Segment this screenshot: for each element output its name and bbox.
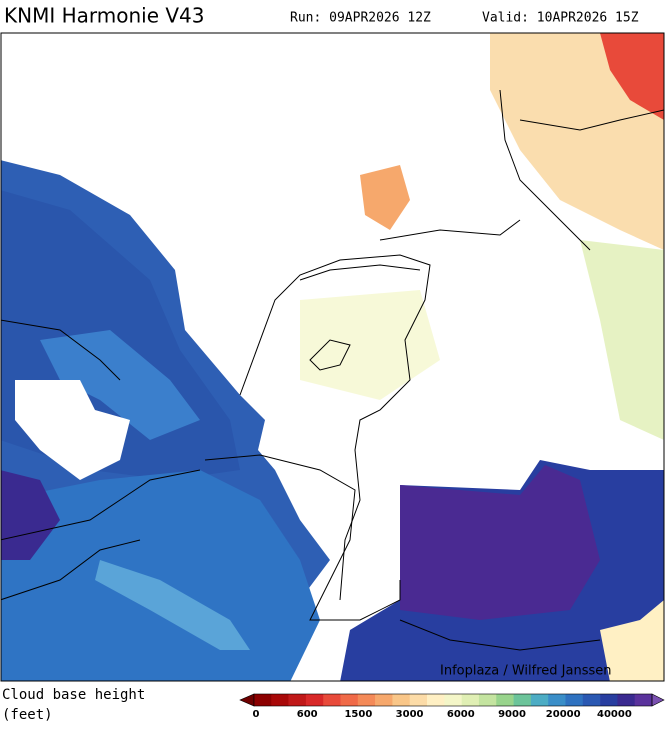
- cloud-region: [1, 470, 320, 681]
- legend-label: Cloud base height: [2, 687, 145, 703]
- colorbar-cell: [375, 694, 393, 706]
- credit: Infoplaza / Wilfred Janssen: [440, 664, 612, 679]
- colorbar-cell: [427, 694, 445, 706]
- title: KNMI Harmonie V43: [4, 4, 205, 28]
- colorbar-cell: [513, 694, 532, 706]
- colorbar-tick-label: 0: [253, 709, 260, 720]
- colorbar-tick-label: 40000: [597, 709, 632, 720]
- colorbar-cell: [392, 694, 411, 706]
- colorbar-tick-label: 9000: [498, 709, 526, 720]
- colorbar-cell: [409, 694, 428, 706]
- colorbar-cell: [254, 694, 272, 706]
- colorbar-tick-label: 1500: [344, 709, 372, 720]
- colorbar-cell: [478, 694, 497, 706]
- legend-label: (feet): [2, 707, 53, 723]
- cloud-region: [360, 165, 410, 230]
- colorbar-frame: [253, 693, 653, 707]
- colorbar-cell: [323, 694, 341, 706]
- colorbar-tick-label: 6000: [447, 709, 475, 720]
- colorbar-cell: [582, 694, 601, 706]
- colorbar-cell: [444, 694, 462, 706]
- colorbar-tick-label: 600: [297, 709, 318, 720]
- map: Infoplaza / Wilfred Janssen: [0, 32, 665, 682]
- cloud-region: [300, 290, 440, 400]
- cloud-region: [95, 560, 250, 650]
- cloud-region: [400, 465, 600, 620]
- cloud-region: [580, 240, 664, 440]
- colorbar-cell: [288, 694, 307, 706]
- cloud-region: [1, 470, 60, 560]
- colorbar-cell: [461, 694, 480, 706]
- map-frame: [0, 32, 665, 682]
- valid-time: Valid: 10APR2026 15Z: [482, 11, 639, 26]
- colorbar-cell: [271, 694, 289, 706]
- colorbar-tick-label: 20000: [546, 709, 581, 720]
- cloud-region: [600, 33, 664, 120]
- colorbar-cell: [565, 694, 584, 706]
- cloud-region: [490, 33, 664, 250]
- colorbar-cell: [340, 694, 359, 706]
- colorbar-cell: [530, 694, 549, 706]
- cloud-region: [600, 600, 664, 681]
- run-time: Run: 09APR2026 12Z: [290, 11, 431, 26]
- colorbar-cell: [634, 694, 653, 706]
- colorbar-cell: [305, 694, 324, 706]
- colorbar-cell: [496, 694, 514, 706]
- colorbar-cell: [600, 694, 618, 706]
- colorbar-cell: [617, 694, 635, 706]
- colorbar-cell: [548, 694, 566, 706]
- colorbar: 0 600 1500 3000 6000 9000 20000 40000: [239, 693, 665, 720]
- colorbar-cell: [357, 694, 376, 706]
- cloud-region: [40, 330, 200, 440]
- borders: [1, 89, 664, 651]
- colorbar-tick-label: 3000: [396, 709, 424, 720]
- clear-region: [15, 380, 130, 480]
